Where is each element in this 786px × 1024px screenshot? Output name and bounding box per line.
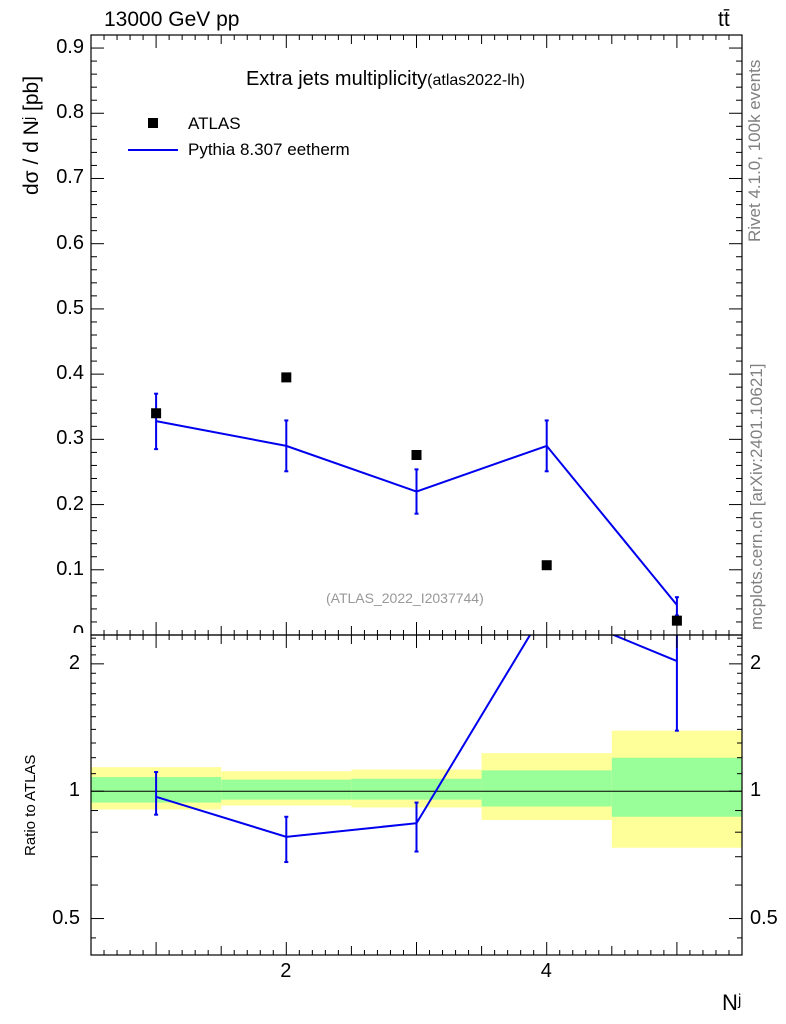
y-tick-label: 0.9 (56, 36, 84, 59)
y-tick-label: 0.4 (56, 362, 84, 385)
ratio-tick-label-right: 1 (750, 779, 762, 802)
mcplots-info-label: mcplots.cern.ch [arXiv:2401.10621] (747, 363, 766, 630)
chart-title-text: Extra jets multiplicity (246, 68, 428, 90)
analysis-id-label: (ATLAS_2022_I2037744) (326, 590, 484, 606)
legend-marker-atlas (148, 118, 158, 128)
y-tick-label: 0.3 (56, 427, 84, 450)
ratio-uncertainty-bands (91, 730, 742, 848)
atlas-data-point (151, 408, 162, 419)
ratio-tick-label-left: 2 (68, 651, 80, 674)
ratio-tick-label-right: 0.5 (750, 906, 778, 929)
chart-subtitle: (atlas2022-lh) (427, 72, 525, 89)
y-tick-label: 0.2 (56, 492, 84, 515)
collision-energy-label: 13000 GeV pp (104, 8, 240, 31)
legend-label-pythia: Pythia 8.307 eetherm (188, 140, 350, 159)
y-axis-label: dσ / d Nʲ [pb] (20, 75, 43, 195)
ratio-inner-band-bin (611, 757, 742, 817)
y-tick-label: 0.5 (56, 296, 84, 319)
legend-label-atlas: ATLAS (188, 114, 241, 133)
legend (128, 118, 178, 151)
ratio-tick-label-left: 0.5 (52, 906, 80, 929)
y-tick-label-zero: 0 (72, 622, 84, 633)
atlas-data-point (281, 372, 292, 383)
ratio-inner-band-bin (481, 770, 612, 807)
process-label: tt̄ (718, 8, 730, 31)
chart-title: Extra jets multiplicity(atlas2022-lh) (246, 68, 525, 91)
ratio-tick-label-left: 1 (68, 779, 80, 802)
ratio-inner-band-bin (221, 779, 352, 800)
main-panel-series (154, 392, 679, 617)
atlas-data-point (541, 560, 552, 571)
data-series-group (151, 372, 682, 864)
x-tick-label: 2 (280, 960, 292, 982)
ratio-inner-band-bin (351, 778, 482, 800)
ratio-tick-label-right: 2 (750, 651, 762, 674)
rivet-info-label: Rivet 4.1.0, 100k events (745, 59, 764, 242)
ratio-panel-series (154, 635, 679, 864)
y-tick-label: 0.7 (56, 166, 84, 189)
y-tick-label: 0.6 (56, 231, 84, 254)
x-axis-label: Nʲ (722, 990, 742, 1015)
y-tick-label: 0.8 (56, 101, 84, 124)
ratio-y-axis-label: Ratio to ATLAS (22, 754, 39, 856)
y-tick-label: 0.1 (56, 557, 84, 580)
atlas-data-point (411, 450, 422, 460)
axis-ticks (91, 34, 743, 955)
atlas-data-point (671, 615, 682, 626)
x-tick-label: 4 (540, 960, 552, 982)
